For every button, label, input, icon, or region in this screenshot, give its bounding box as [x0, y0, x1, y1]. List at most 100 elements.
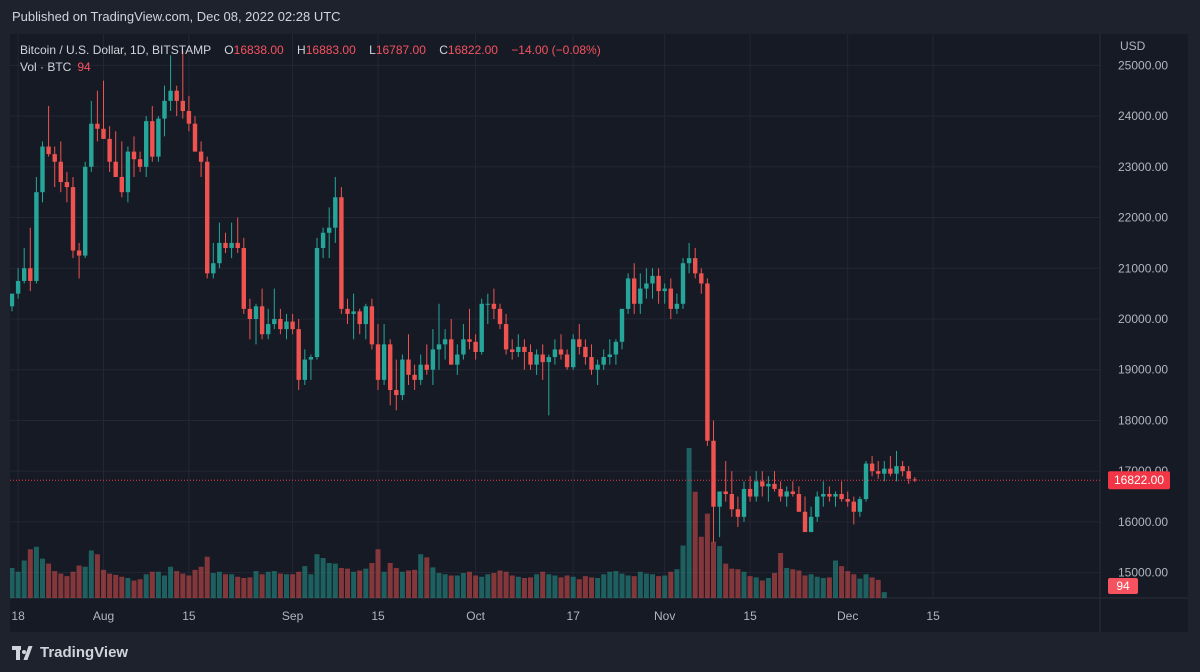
candle-body — [144, 121, 149, 167]
volume-bar — [552, 575, 558, 598]
tradingview-logo-icon — [12, 645, 34, 660]
candle-body — [180, 100, 185, 112]
candle-body — [735, 509, 741, 517]
candle-body — [296, 329, 301, 380]
volume-bar — [70, 571, 76, 598]
candle-body — [381, 344, 387, 380]
candle-body — [912, 479, 917, 481]
candle-body — [760, 481, 765, 487]
candle-body — [638, 288, 643, 304]
candle-body — [375, 344, 381, 380]
volume-bar — [692, 491, 698, 598]
volume-bar — [826, 577, 832, 598]
candle-body — [479, 303, 484, 352]
brand-name: TradingView — [40, 644, 129, 661]
volume-bar — [717, 546, 723, 598]
volume-bar — [204, 556, 210, 598]
volume-bar — [558, 577, 564, 598]
x-tick-label: Dec — [837, 609, 858, 623]
y-tick-label: 21000.00 — [1118, 261, 1168, 275]
volume-bar — [168, 566, 174, 598]
candle-body — [101, 128, 106, 139]
candle-body — [546, 357, 551, 363]
x-tick-label: Aug — [93, 609, 114, 623]
volume-bar — [363, 568, 369, 598]
volume-bar — [399, 571, 405, 598]
candle-body — [229, 242, 234, 248]
candle-body — [845, 499, 850, 502]
last-price-label: 16822.00 — [1114, 473, 1164, 487]
candle-body — [241, 247, 246, 309]
volume-bar — [137, 579, 143, 598]
candle-body — [613, 341, 619, 355]
candle-body — [528, 351, 533, 365]
volume-bar — [607, 571, 613, 598]
volume-bar — [216, 571, 222, 598]
volume-bar — [345, 568, 350, 598]
candle-body — [851, 501, 856, 512]
volume-bar — [430, 567, 436, 598]
volume-bar — [686, 448, 692, 598]
candle-body — [186, 111, 192, 124]
volume-bar — [796, 570, 802, 598]
candle-body — [412, 374, 417, 380]
volume-bar — [186, 575, 192, 598]
volume-bar — [582, 576, 588, 598]
volume-bar — [778, 553, 784, 598]
volume-bar — [76, 565, 82, 598]
volume-bar — [698, 536, 704, 598]
candle-body — [821, 494, 826, 497]
volume-bar — [442, 574, 448, 598]
volume-bar — [15, 571, 21, 598]
volume-bar — [680, 545, 686, 598]
volume-bar — [772, 573, 777, 598]
tradingview-brand[interactable]: TradingView — [12, 644, 128, 661]
candle-body — [394, 390, 399, 396]
volume-bar — [528, 577, 533, 598]
volume-bar — [412, 569, 418, 598]
candle-body — [815, 496, 820, 517]
candle-body — [28, 268, 33, 281]
volume-bar — [82, 566, 88, 598]
volume-bar — [790, 569, 796, 598]
volume-bar — [27, 549, 33, 598]
candlestick-chart[interactable]: 15000.0016000.0017000.0018000.0019000.00… — [9, 34, 1188, 632]
candle-body — [522, 346, 527, 352]
high-label: H — [297, 43, 306, 57]
volume-bar — [723, 563, 729, 598]
candle-body — [644, 283, 649, 289]
candle-body — [357, 311, 362, 325]
volume-label: Vol · BTC — [20, 60, 72, 74]
volume-bar — [101, 569, 106, 598]
volume-bar — [759, 580, 765, 598]
candle-body — [583, 346, 588, 358]
candle-body — [595, 364, 600, 370]
candle-body — [302, 359, 307, 380]
candle-body — [284, 321, 289, 330]
volume-bar — [308, 574, 314, 598]
candle-body — [52, 154, 57, 162]
volume-bar — [149, 571, 155, 598]
volume-bar — [881, 592, 887, 598]
candle-body — [540, 354, 545, 363]
candle-body — [467, 339, 472, 342]
volume-bar — [223, 574, 228, 598]
volume-bar — [814, 576, 820, 598]
candle-body — [497, 308, 503, 325]
volume-bar — [357, 570, 363, 598]
volume-bar — [393, 568, 399, 598]
volume-bar — [52, 571, 58, 598]
volume-bar — [875, 579, 881, 598]
chart-area[interactable]: 15000.00 16000.00 17000.00 18000.00 19000.00… — [9, 34, 1188, 632]
volume-bar — [46, 563, 52, 598]
candle-body — [680, 263, 686, 304]
candle-body — [485, 303, 490, 305]
volume-bar — [241, 578, 247, 598]
volume-bar — [515, 576, 521, 598]
candle-body — [430, 349, 436, 370]
volume-bar — [509, 575, 515, 598]
volume-bar — [491, 573, 497, 598]
candle-body — [839, 494, 844, 500]
candle-body — [125, 151, 131, 193]
candle-body — [711, 440, 716, 507]
